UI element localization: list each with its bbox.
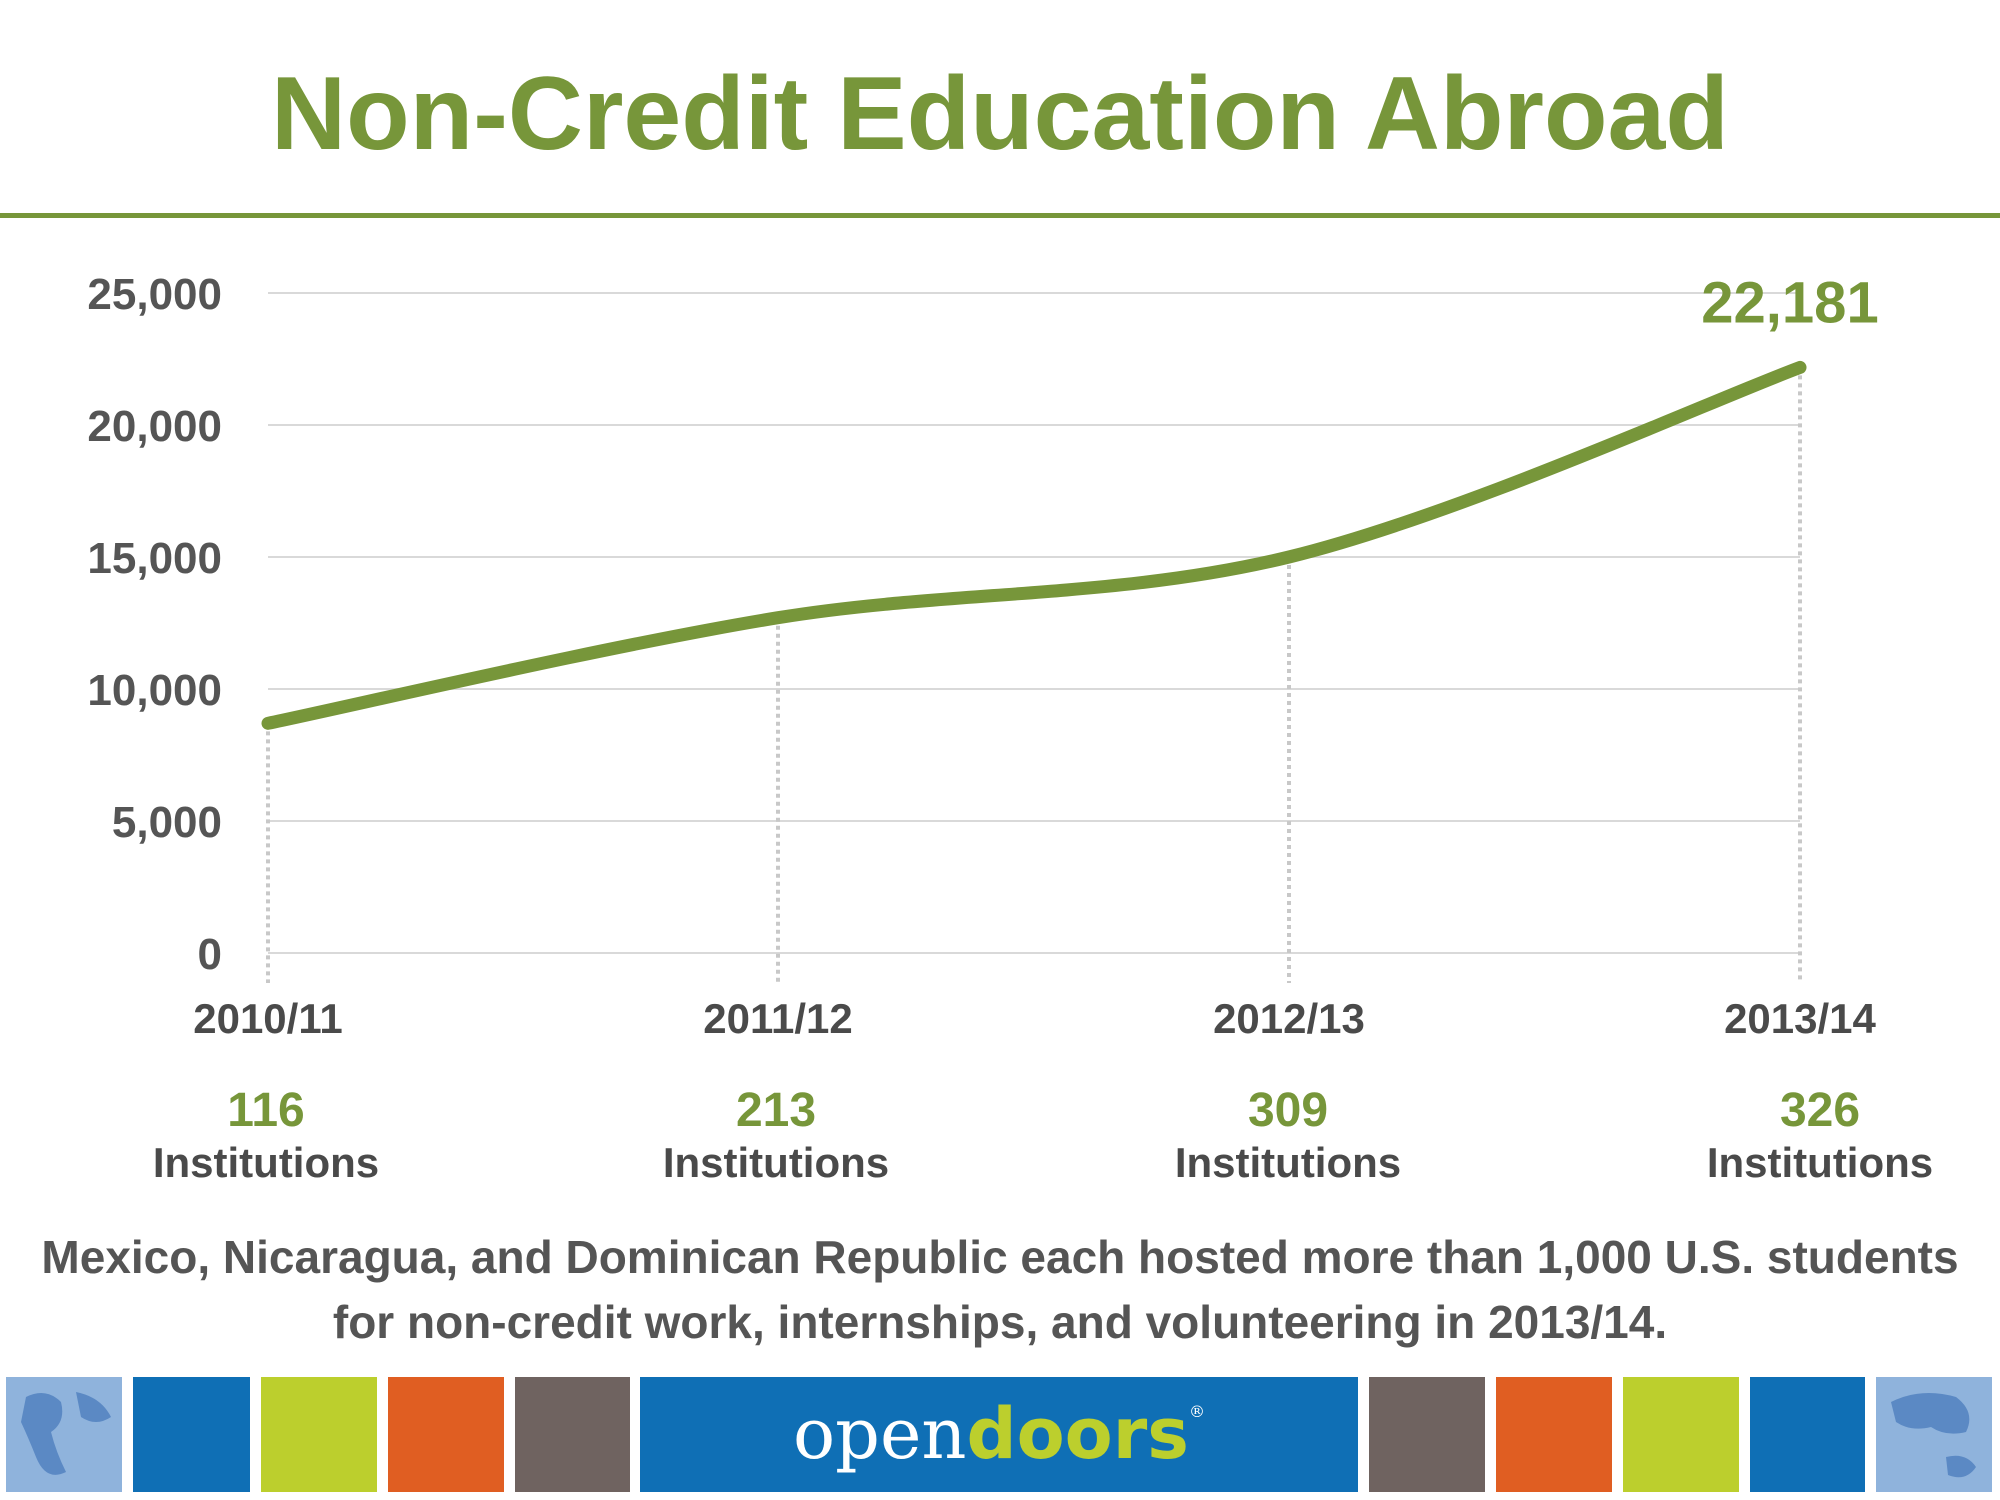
footer-tile-gray: [1369, 1377, 1485, 1492]
footer-tile-green: [261, 1377, 377, 1492]
institution-count: 213 Institutions: [616, 1084, 936, 1188]
y-tick-label: 0: [198, 930, 222, 979]
opendoors-logo: opendoors®: [640, 1377, 1358, 1492]
page-title: Non-Credit Education Abroad: [271, 56, 1729, 172]
y-tick-label: 25,000: [87, 270, 222, 319]
x-tick-label: 2013/14: [1724, 995, 1876, 1042]
institution-count-value: 213: [735, 1084, 817, 1137]
x-axis-ticks: 2010/11 2011/12 2012/13 2013/14: [193, 995, 1876, 1042]
footer-tile-gray: [515, 1377, 630, 1492]
series-line: [261, 360, 1807, 730]
institution-count-label: Institutions: [1706, 1138, 1934, 1186]
institution-count-label: Institutions: [662, 1138, 890, 1186]
gridlines: [268, 292, 1800, 954]
globe-asia-icon: [1876, 1377, 1992, 1492]
institution-count-label: Institutions: [1174, 1138, 1402, 1186]
footer-tile-blue: [1750, 1377, 1865, 1492]
institution-count: 326 Institutions: [1660, 1084, 1980, 1188]
x-tick-label: 2011/12: [703, 995, 853, 1042]
institution-count-value: 326: [1779, 1084, 1861, 1137]
y-tick-label: 10,000: [87, 666, 222, 715]
title-divider: [0, 213, 2000, 218]
footer-tile-green: [1623, 1377, 1739, 1492]
caption: Mexico, Nicaragua, and Dominican Republi…: [41, 1231, 1959, 1349]
institution-count: 309 Institutions: [1128, 1084, 1448, 1188]
institution-count: 116 Institutions: [106, 1084, 426, 1188]
institution-count-value: 309: [1247, 1084, 1329, 1137]
data-labels: 22,181: [1701, 270, 1878, 335]
drop-lines: [266, 367, 1802, 983]
footer-tile-orange: [388, 1377, 504, 1492]
institution-count-value: 116: [227, 1084, 305, 1137]
footer-tile-blue: [133, 1377, 250, 1492]
y-tick-label: 20,000: [87, 402, 222, 451]
y-axis-ticks: 0 5,000 10,000 15,000 20,000 25,000: [87, 270, 222, 979]
footer-tile-orange: [1496, 1377, 1612, 1492]
y-tick-label: 15,000: [87, 534, 222, 583]
y-tick-label: 5,000: [112, 798, 222, 847]
x-tick-label: 2010/11: [193, 995, 343, 1042]
x-tick-label: 2012/13: [1213, 995, 1365, 1042]
institution-count-label: Institutions: [152, 1138, 380, 1186]
footer-banner: opendoors®: [0, 1377, 2000, 1492]
globe-americas-icon: [6, 1377, 122, 1492]
data-label: 22,181: [1701, 270, 1878, 335]
